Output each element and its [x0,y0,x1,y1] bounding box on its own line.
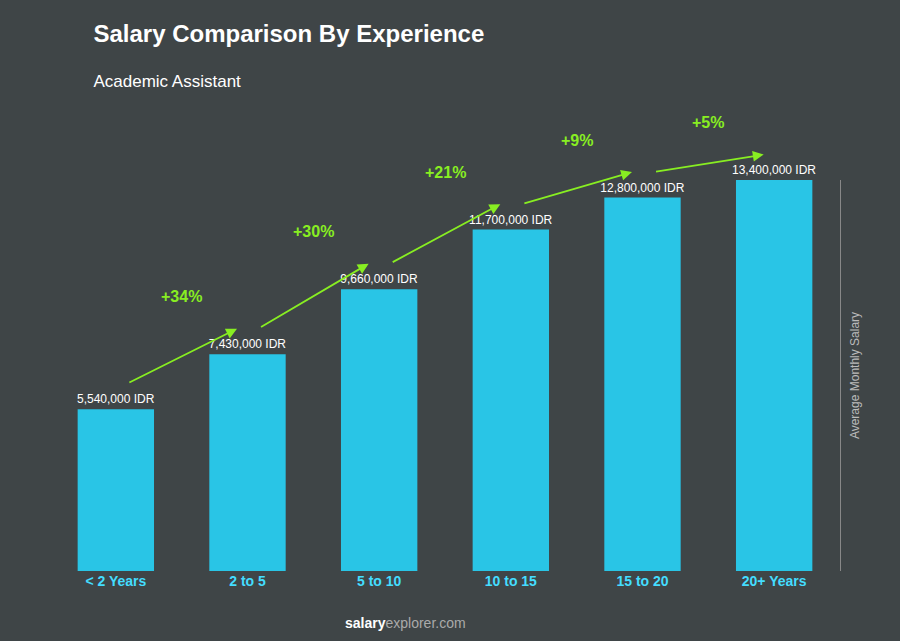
svg-text:13,400,000 IDR: 13,400,000 IDR [732,163,816,177]
svg-text:salaryexplorer.com: salaryexplorer.com [345,615,466,631]
svg-text:7,430,000 IDR: 7,430,000 IDR [209,337,287,351]
svg-text:5 to 10: 5 to 10 [357,573,402,589]
svg-text:+5%: +5% [692,114,724,131]
svg-text:5,540,000 IDR: 5,540,000 IDR [77,392,155,406]
svg-text:+21%: +21% [425,164,466,181]
svg-text:15 to 20: 15 to 20 [616,573,668,589]
svg-text:+34%: +34% [161,288,202,305]
svg-text:Academic Assistant: Academic Assistant [93,72,241,91]
svg-text:< 2 Years: < 2 Years [85,573,146,589]
svg-text:10 to 15: 10 to 15 [485,573,537,589]
svg-text:2 to 5: 2 to 5 [229,573,266,589]
svg-text:Salary Comparison By Experienc: Salary Comparison By Experience [93,20,484,47]
svg-text:12,800,000 IDR: 12,800,000 IDR [600,181,684,195]
svg-text:9,660,000 IDR: 9,660,000 IDR [340,272,418,286]
svg-text:11,700,000 IDR: 11,700,000 IDR [469,213,553,227]
svg-text:20+ Years: 20+ Years [742,573,807,589]
svg-text:+30%: +30% [293,223,334,240]
svg-text:Average Monthly Salary: Average Monthly Salary [848,312,862,439]
svg-text:+9%: +9% [561,132,593,149]
